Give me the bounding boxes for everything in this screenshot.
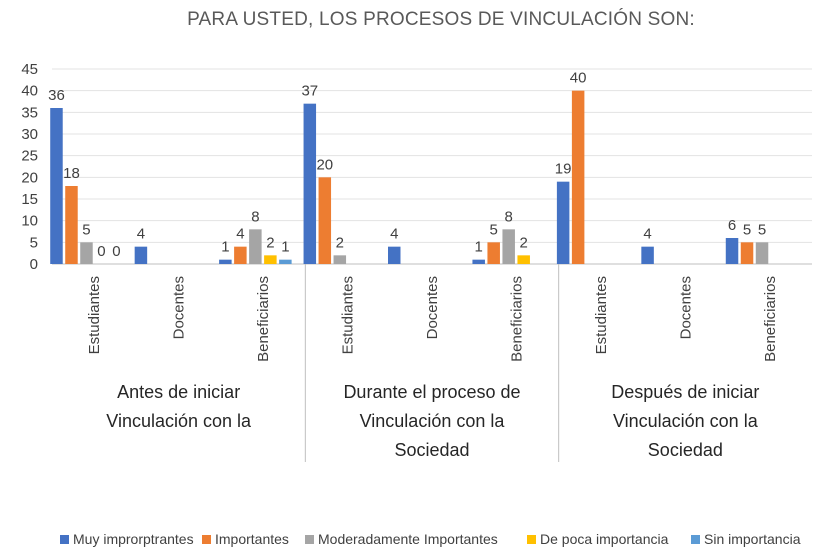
- legend-swatch: [691, 535, 700, 544]
- bar: [556, 181, 570, 264]
- data-label: 4: [643, 226, 651, 243]
- category-label: Estudiantes: [340, 276, 357, 354]
- legend-swatch: [202, 535, 211, 544]
- data-label: 0: [112, 243, 120, 260]
- bar: [517, 255, 530, 264]
- bar: [249, 229, 262, 264]
- y-tick-label: 15: [21, 191, 38, 208]
- bar: [303, 103, 317, 265]
- legend-swatch: [60, 535, 69, 544]
- category-label: Estudiantes: [593, 276, 610, 354]
- data-label: 5: [82, 221, 90, 238]
- data-label: 0: [97, 243, 105, 260]
- data-label: 1: [475, 239, 483, 256]
- data-label: 19: [555, 161, 572, 178]
- data-label: 5: [743, 221, 751, 238]
- data-label: 18: [63, 165, 80, 182]
- y-tick-label: 5: [30, 234, 38, 251]
- data-label: 4: [390, 226, 398, 243]
- bar: [134, 246, 148, 264]
- group-label: Sociedad: [648, 440, 723, 460]
- data-label: 5: [490, 221, 498, 238]
- legend-label: Muy improrptrantes: [73, 531, 194, 547]
- group-label: Después de iniciar: [611, 382, 759, 402]
- y-tick-label: 0: [30, 256, 38, 273]
- gridlines: [52, 68, 812, 265]
- data-label: 2: [266, 234, 274, 251]
- chart-title: PARA USTED, LOS PROCESOS DE VINCULACIÓN …: [187, 8, 695, 30]
- data-label: 2: [520, 234, 528, 251]
- category-label: Docentes: [171, 276, 188, 339]
- bar: [388, 246, 401, 264]
- data-label: 2: [336, 234, 344, 251]
- bar: [641, 246, 654, 264]
- legend-label: De poca importancia: [540, 531, 669, 547]
- data-label: 36: [48, 87, 65, 104]
- bar: [333, 255, 347, 264]
- data-label: 5: [758, 221, 766, 238]
- group-label: Vinculación con la: [360, 411, 506, 431]
- y-tick-label: 10: [21, 213, 38, 230]
- y-axis: 0 5 10 15 20 25 30 35 40 45: [21, 61, 38, 273]
- data-label: 1: [221, 239, 229, 256]
- bar: [571, 90, 585, 265]
- data-label: 8: [505, 208, 513, 225]
- bar: [755, 242, 769, 264]
- x-axis: Estudiantes Docentes Beneficiarios Antes de…: [86, 264, 779, 462]
- bars: [50, 90, 769, 265]
- y-tick-label: 30: [21, 126, 38, 143]
- bar: [502, 229, 515, 264]
- category-label: Estudiantes: [86, 276, 103, 354]
- group-label: Sociedad: [394, 440, 469, 460]
- y-tick-label: 20: [21, 169, 38, 186]
- legend: Muy improrptrantes Importantes Moderadamen…: [60, 531, 801, 547]
- y-tick-label: 45: [21, 61, 38, 78]
- bar: [740, 242, 754, 264]
- category-label: Docentes: [677, 276, 694, 339]
- data-label: 6: [728, 217, 736, 234]
- group-label: Antes de iniciar: [117, 382, 240, 402]
- category-label: Beneficiarios: [255, 276, 272, 362]
- data-label: 40: [570, 70, 587, 87]
- bar: [279, 259, 292, 264]
- category-label: Beneficiarios: [762, 276, 779, 362]
- bar: [234, 246, 247, 264]
- data-label: 1: [281, 239, 289, 256]
- y-tick-label: 35: [21, 104, 38, 121]
- y-tick-label: 40: [21, 83, 38, 100]
- bar: [487, 242, 500, 264]
- y-tick-label: 25: [21, 148, 38, 165]
- bar: [472, 259, 485, 264]
- bar: [50, 108, 63, 264]
- legend-label: Sin importancia: [704, 531, 801, 547]
- bar: [80, 242, 93, 264]
- legend-label: Moderadamente Importantes: [318, 531, 498, 547]
- legend-swatch: [527, 535, 536, 544]
- bar: [264, 255, 277, 264]
- data-label: 20: [316, 156, 333, 173]
- bar: [65, 186, 78, 264]
- group-label: Vinculación con la: [613, 411, 759, 431]
- category-label: Docentes: [424, 276, 441, 339]
- bar: [219, 259, 232, 264]
- bar: [318, 177, 332, 264]
- legend-label: Importantes: [215, 531, 289, 547]
- data-label: 4: [236, 226, 244, 243]
- category-label: Beneficiarios: [508, 276, 525, 362]
- data-label: 8: [251, 208, 259, 225]
- bar: [725, 238, 739, 264]
- legend-swatch: [305, 535, 314, 544]
- data-label: 37: [301, 83, 318, 100]
- group-label: Durante el proceso de: [343, 382, 520, 402]
- data-label: 4: [137, 226, 145, 243]
- group-label: Vinculación con la: [106, 411, 252, 431]
